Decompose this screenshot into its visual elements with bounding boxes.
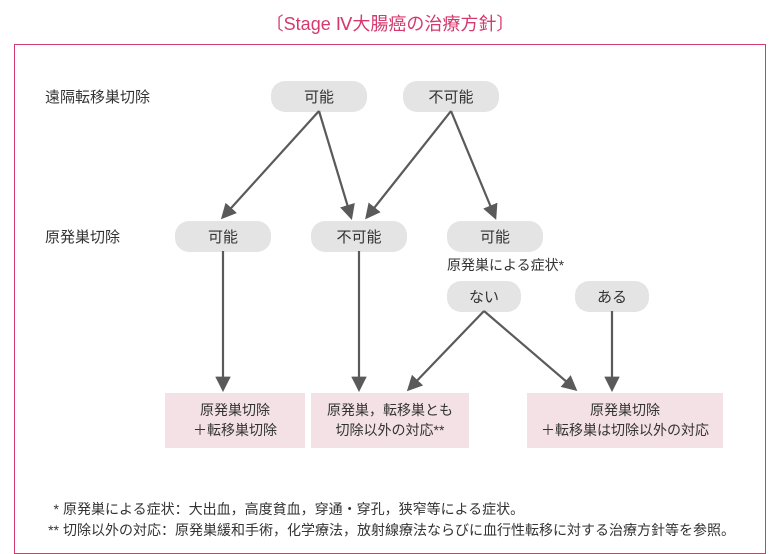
footnote-1-text: 原発巣による症状：大出血，高度貧血，穿通・穿孔，狭窄等による症状。	[63, 499, 745, 520]
node-symptom-yes: ある	[575, 281, 649, 312]
node-symptom-none: ない	[447, 281, 521, 312]
footnote-1: * 原発巣による症状：大出血，高度貧血，穿通・穿孔，狭窄等による症状。	[41, 499, 745, 520]
outcome-2-line1: 原発巣，転移巣とも	[327, 402, 453, 418]
symptom-label: 原発巣による症状*	[447, 255, 564, 275]
outcome-3-line2: ＋転移巣は切除以外の対応	[541, 422, 709, 438]
outcome-2: 原発巣，転移巣とも 切除以外の対応**	[311, 393, 469, 448]
node-distant-possible: 可能	[271, 81, 367, 112]
footnote-2-mark: **	[41, 520, 63, 541]
outcome-1-line2: ＋転移巣切除	[193, 422, 277, 438]
node-primary-impossible: 不可能	[311, 221, 407, 252]
row-label-distant: 遠隔転移巣切除	[45, 86, 150, 107]
arrows-layer	[15, 45, 765, 553]
outcome-2-line2: 切除以外の対応**	[336, 422, 445, 438]
footnotes: * 原発巣による症状：大出血，高度貧血，穿通・穿孔，狭窄等による症状。 ** 切…	[41, 499, 745, 541]
footnote-2-text: 切除以外の対応：原発巣緩和手術，化学療法，放射線療法ならびに血行性転移に対する治…	[63, 520, 745, 541]
node-primary-possible-left: 可能	[175, 221, 271, 252]
footnote-1-mark: *	[41, 499, 63, 520]
outcome-1: 原発巣切除 ＋転移巣切除	[165, 393, 305, 448]
row-label-primary: 原発巣切除	[45, 226, 120, 247]
footnote-2: ** 切除以外の対応：原発巣緩和手術，化学療法，放射線療法ならびに血行性転移に対…	[41, 520, 745, 541]
outcome-3: 原発巣切除 ＋転移巣は切除以外の対応	[527, 393, 723, 448]
diagram-frame: 遠隔転移巣切除 原発巣切除 可能 不可能 可能 不可能 可能 原発巣による症状*…	[14, 44, 766, 554]
outcome-3-line1: 原発巣切除	[590, 402, 660, 418]
node-primary-possible-right: 可能	[447, 221, 543, 252]
outcome-1-line1: 原発巣切除	[200, 402, 270, 418]
diagram-title: 〔Stage Ⅳ大腸癌の治療方針〕	[0, 0, 780, 44]
node-distant-impossible: 不可能	[403, 81, 499, 112]
